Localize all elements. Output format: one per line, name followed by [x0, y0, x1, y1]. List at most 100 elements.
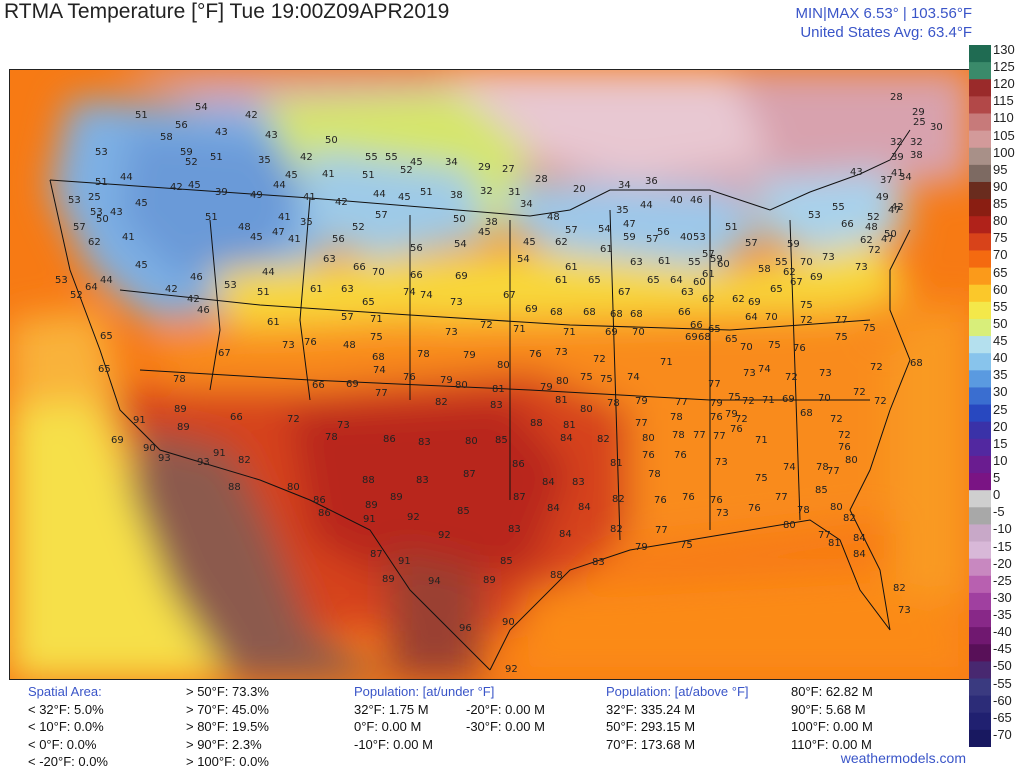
- station-temp-label: 51: [362, 170, 375, 181]
- station-temp-label: 71: [513, 324, 526, 335]
- station-temp-label: 88: [362, 475, 375, 486]
- station-temp-label: 53: [90, 207, 103, 218]
- station-temp-label: 91: [398, 556, 411, 567]
- station-temp-label: 66: [312, 380, 325, 391]
- station-temp-label: 69: [810, 272, 823, 283]
- temperature-map[interactable]: 54 51 56 58 43 42 43 50 53 59 51 42 55 55 45 34 29 27 28 52…: [9, 69, 971, 680]
- station-temp-label: 73: [282, 340, 295, 351]
- footer-stat-line: < 32°F: 5.0%: [28, 701, 104, 717]
- station-temp-label: 78: [816, 462, 829, 473]
- station-temp-label: 73: [819, 368, 832, 379]
- station-temp-label: 75: [580, 372, 593, 383]
- station-temp-label: 66: [353, 262, 366, 273]
- spatial-area-col1: Spatial Area: < 32°F: 5.0% < 10°F: 0.0% < …: [28, 683, 108, 771]
- station-temp-label: 52: [70, 290, 83, 301]
- station-temp-label: 42: [245, 110, 258, 121]
- color-scale-tick: -35: [993, 607, 1012, 623]
- station-temp-label: 57: [341, 312, 354, 323]
- station-temp-label: 57: [745, 238, 758, 249]
- station-temp-label: 75: [755, 473, 768, 484]
- station-temp-label: 41: [122, 232, 135, 243]
- station-temp-label: 61: [565, 262, 578, 273]
- station-temp-label: 38: [910, 150, 923, 161]
- station-temp-label: 84: [578, 502, 591, 513]
- color-swatch: [969, 284, 991, 303]
- station-temp-label: 76: [682, 492, 695, 503]
- station-temp-label: 71: [370, 314, 383, 325]
- station-temp-label: 69: [748, 297, 761, 308]
- color-swatch: [969, 490, 991, 508]
- color-scale-tick: 105: [993, 127, 1015, 143]
- footer-stat-line: 100°F: 0.00 M: [791, 719, 873, 734]
- station-temp-label: 34: [899, 172, 912, 183]
- station-temp-label: 71: [660, 357, 673, 368]
- color-scale-tick: 85: [993, 196, 1008, 212]
- station-temp-label: 49: [876, 192, 889, 203]
- color-swatch: [969, 661, 991, 680]
- station-temp-label: 38: [485, 217, 498, 228]
- station-temp-label: 76: [403, 372, 416, 383]
- station-temp-label: 64: [670, 275, 683, 286]
- station-temp-label: 68: [698, 332, 711, 343]
- color-swatch: [969, 524, 991, 543]
- station-temp-label: 77: [675, 397, 688, 408]
- spatial-area-heading: Spatial Area:: [28, 684, 102, 699]
- color-scale-tick: -5: [993, 504, 1005, 520]
- station-temp-label: 67: [618, 287, 631, 298]
- station-temp-label: 91: [363, 514, 376, 525]
- station-temp-label: 89: [365, 500, 378, 511]
- station-temp-label: 45: [188, 180, 201, 191]
- station-temp-label: 82: [893, 583, 906, 594]
- color-swatch: [969, 62, 991, 80]
- station-temp-label: 29: [478, 162, 491, 173]
- station-temp-label: 51: [210, 152, 223, 163]
- station-temp-label: 75: [600, 374, 613, 385]
- station-temp-label: 72: [868, 245, 881, 256]
- color-scale-tick: -60: [993, 692, 1012, 708]
- station-temp-label: 81: [492, 384, 505, 395]
- station-temp-label: 54: [598, 224, 611, 235]
- station-temp-label: 62: [783, 267, 796, 278]
- station-temp-label: 37: [880, 175, 893, 186]
- station-temp-label: 83: [418, 437, 431, 448]
- station-temp-label: 70: [818, 393, 831, 404]
- station-temp-label: 73: [855, 262, 868, 273]
- border-outlines: [49, 129, 911, 671]
- footer-stat-line: 32°F: 1.75 M: [354, 701, 429, 717]
- station-temp-label: 61: [310, 284, 323, 295]
- station-temp-label: 76: [529, 349, 542, 360]
- footer-stat-line: -30°F: 0.00 M: [466, 719, 545, 734]
- station-temp-label: 44: [100, 275, 113, 286]
- station-temp-label: 65: [725, 334, 738, 345]
- station-temp-label: 35: [616, 205, 629, 216]
- station-temp-label: 58: [758, 264, 771, 275]
- station-temp-label: 60: [717, 259, 730, 270]
- color-swatch: [969, 404, 991, 423]
- station-temp-label: 55: [775, 257, 788, 268]
- color-scale-tick: 120: [993, 76, 1015, 92]
- site-credit[interactable]: weathermodels.com: [840, 750, 966, 766]
- station-temp-label: 83: [490, 400, 503, 411]
- color-swatch: [969, 695, 991, 714]
- color-scale-tick: 10: [993, 452, 1008, 468]
- station-temp-label: 67: [790, 277, 803, 288]
- station-temp-label: 66: [690, 320, 703, 331]
- station-temp-label: 76: [730, 424, 743, 435]
- station-temp-label: 68: [550, 307, 563, 318]
- station-temp-label: 74: [758, 364, 771, 375]
- station-temp-label: 53: [55, 275, 68, 286]
- station-temp-label: 63: [341, 284, 354, 295]
- color-scale-tick: -15: [993, 538, 1012, 554]
- station-temp-label: 43: [110, 207, 123, 218]
- color-scale-tick: -45: [993, 641, 1012, 657]
- color-scale-tick: 20: [993, 418, 1008, 434]
- station-temp-label: 45: [135, 260, 148, 271]
- color-scale-tick: 40: [993, 350, 1008, 366]
- station-temp-label: 54: [517, 254, 530, 265]
- station-temp-label: 82: [435, 397, 448, 408]
- station-temp-label: 44: [373, 189, 386, 200]
- station-temp-label: 45: [285, 170, 298, 181]
- station-temp-label: 53: [693, 232, 706, 243]
- station-temp-label: 44: [120, 172, 133, 183]
